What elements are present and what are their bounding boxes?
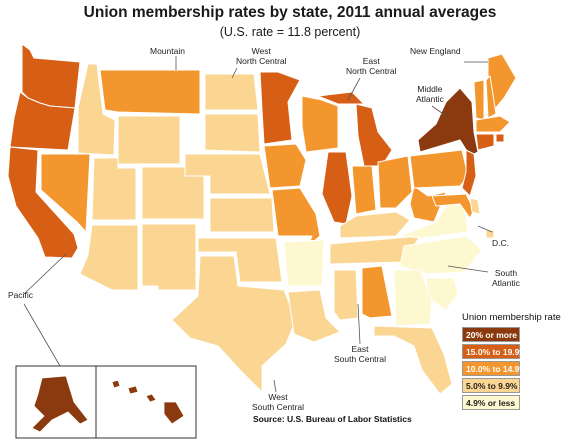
west-south-central-leader: [273, 379, 277, 393]
state-rhode-island[interactable]: [495, 133, 505, 143]
region-label-east-north-central: East North Central: [346, 56, 397, 76]
state-arizona[interactable]: [79, 224, 139, 291]
legend-item: 15.0% to 19.9%: [462, 344, 578, 359]
state-idaho[interactable]: [77, 63, 116, 156]
state-massachusetts[interactable]: [475, 115, 511, 133]
state-north-dakota[interactable]: [204, 73, 259, 111]
state-montana[interactable]: [99, 69, 201, 115]
legend-swatch-3: 5.0% to 9.9%: [462, 378, 520, 393]
state-south-dakota[interactable]: [204, 113, 261, 153]
state-michigan[interactable]: [317, 91, 393, 167]
west-north-central-leader: [231, 67, 238, 79]
state-florida[interactable]: [373, 325, 453, 395]
state-wisconsin[interactable]: [301, 95, 339, 153]
map-title: Union membership rates by state, 2011 an…: [83, 4, 497, 21]
state-wyoming[interactable]: [117, 115, 181, 165]
state-new-york[interactable]: [417, 87, 479, 157]
pacific-leader-upper: [23, 253, 67, 295]
state-ohio[interactable]: [377, 155, 413, 209]
state-colorado[interactable]: [141, 166, 205, 220]
legend-item: 20% or more: [462, 327, 578, 342]
state-new-mexico[interactable]: [141, 223, 197, 291]
legend-label: 5.0% to 9.9%: [466, 380, 518, 391]
state-oklahoma[interactable]: [197, 237, 283, 283]
legend-swatch-1: 15.0% to 19.9%: [462, 344, 527, 359]
state-oregon[interactable]: [9, 91, 76, 151]
legend-label: 10.0% to 14.9%: [466, 363, 527, 374]
state-vermont[interactable]: [473, 79, 485, 121]
legend-swatch-0: 20% or more: [462, 327, 520, 342]
region-label-line: Atlantic: [492, 278, 520, 288]
state-nebraska[interactable]: [184, 153, 271, 195]
middle-atlantic-leader: [431, 105, 447, 117]
state-hawaii[interactable]: [111, 379, 185, 425]
region-label-line: South Central: [334, 354, 386, 364]
pacific-leader-lower: [23, 303, 61, 367]
state-nevada[interactable]: [40, 153, 91, 233]
region-label-middle-atlantic: Middle Atlantic: [416, 84, 444, 104]
state-washington[interactable]: [21, 43, 81, 109]
region-label-line: South Central: [252, 402, 304, 412]
region-label-line: North Central: [236, 56, 287, 66]
state-georgia[interactable]: [393, 269, 433, 327]
region-label-west-south-central: West South Central: [252, 392, 304, 412]
region-label-west-north-central: West North Central: [236, 46, 287, 66]
state-new-hampshire[interactable]: [485, 75, 497, 119]
region-label-line: South: [494, 268, 518, 278]
state-illinois[interactable]: [321, 151, 353, 225]
state-west-virginia[interactable]: [409, 185, 447, 223]
state-pennsylvania[interactable]: [409, 149, 469, 189]
east-north-central-leader: [347, 77, 361, 101]
south-atlantic-leader: [447, 265, 489, 273]
legend: Union membership rate 20% or more 15.0% …: [462, 312, 578, 412]
state-texas[interactable]: [171, 255, 297, 393]
legend-item: 5.0% to 9.9%: [462, 378, 578, 393]
region-label-south-atlantic: South Atlantic: [492, 268, 520, 288]
state-louisiana[interactable]: [287, 289, 341, 343]
legend-item: 10.0% to 14.9%: [462, 361, 578, 376]
state-new-jersey[interactable]: [461, 149, 477, 197]
state-minnesota[interactable]: [259, 71, 301, 145]
state-mississippi[interactable]: [333, 269, 359, 321]
region-label-line: Middle: [417, 84, 443, 94]
region-label-line: West: [251, 46, 271, 56]
region-label-line: Atlantic: [416, 94, 444, 104]
region-label-mountain: Mountain: [150, 46, 185, 56]
region-label-line: East: [351, 344, 369, 354]
state-kansas[interactable]: [209, 197, 275, 233]
region-label-east-south-central: East South Central: [334, 344, 386, 364]
state-california[interactable]: [7, 146, 79, 259]
map-subtitle: (U.S. rate = 11.8 percent): [219, 25, 361, 39]
legend-label: 15.0% to 19.9%: [466, 346, 527, 357]
region-label-line: East: [362, 56, 380, 66]
state-maryland[interactable]: [431, 193, 475, 219]
east-south-central-leader: [357, 303, 361, 345]
state-delaware[interactable]: [469, 197, 481, 215]
state-connecticut[interactable]: [475, 133, 495, 151]
legend-swatch-4: 4.9% or less: [462, 395, 520, 410]
region-label-pacific: Pacific: [8, 290, 34, 300]
region-label-dc: D.C.: [492, 238, 509, 248]
legend-title: Union membership rate: [462, 312, 561, 323]
state-missouri[interactable]: [271, 187, 321, 247]
state-indiana[interactable]: [351, 165, 377, 215]
state-alaska[interactable]: [31, 375, 89, 433]
dc-leader: [477, 225, 493, 233]
region-label-line: West: [268, 392, 288, 402]
state-kentucky[interactable]: [339, 211, 411, 239]
state-north-carolina[interactable]: [399, 235, 483, 275]
legend-item: 4.9% or less: [462, 395, 578, 410]
region-label-new-england: New England: [410, 46, 461, 56]
legend-swatch-2: 10.0% to 14.9%: [462, 361, 527, 376]
region-label-line: North Central: [346, 66, 397, 76]
state-iowa[interactable]: [263, 143, 307, 189]
state-arkansas[interactable]: [283, 239, 325, 287]
state-alabama[interactable]: [361, 265, 393, 319]
state-utah[interactable]: [91, 157, 137, 221]
legend-label: 20% or more: [466, 329, 518, 340]
source-note: Source: U.S. Bureau of Labor Statistics: [253, 414, 412, 424]
legend-label: 4.9% or less: [466, 397, 516, 408]
